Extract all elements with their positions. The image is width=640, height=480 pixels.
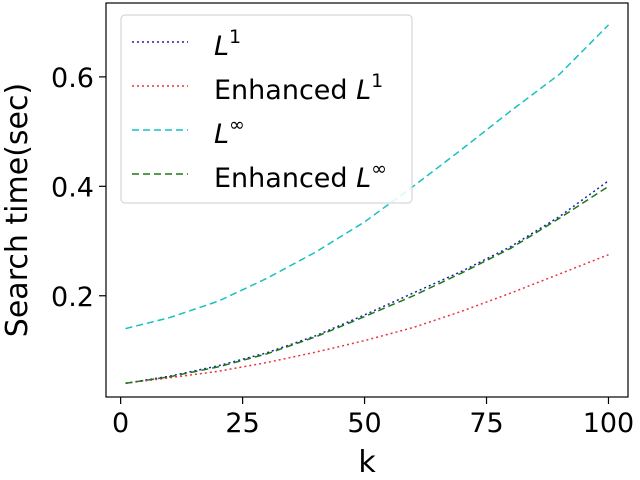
y-tick-label: 0.4 — [51, 172, 94, 203]
legend: L1 Enhanced L1 L∞ Enhanced L∞ — [120, 14, 413, 204]
legend-item: L1 — [132, 26, 241, 62]
x-tick-label: 75 — [469, 408, 503, 439]
legend-item: Enhanced L∞ — [132, 158, 387, 194]
x-tick-label: 0 — [112, 408, 129, 439]
y-tick-label: 0.6 — [51, 63, 94, 94]
legend-item: Enhanced L1 — [132, 70, 383, 106]
series-line-3 — [125, 24, 610, 330]
plot-frame — [105, 2, 629, 398]
series-line-4 — [125, 185, 609, 385]
series-layer — [125, 24, 610, 385]
legend-label: L1 — [214, 26, 241, 62]
legend-box — [120, 14, 413, 204]
y-tick-label: 0.2 — [51, 282, 94, 313]
series-line-1 — [125, 180, 609, 385]
legend-label: L∞ — [214, 114, 245, 150]
y-axis-title: Search time(sec) — [0, 83, 35, 337]
series-line-2 — [125, 254, 609, 385]
x-tick-label: 100 — [583, 408, 635, 439]
x-axis: 0 25 50 75 100 — [112, 397, 634, 439]
x-tick-label: 25 — [225, 408, 259, 439]
x-tick-label: 50 — [347, 408, 381, 439]
y-axis: 0.2 0.4 0.6 — [51, 63, 106, 313]
x-axis-title: k — [358, 445, 376, 480]
legend-label: Enhanced L1 — [214, 70, 383, 106]
legend-item: L∞ — [132, 114, 245, 150]
legend-label: Enhanced L∞ — [214, 158, 387, 194]
